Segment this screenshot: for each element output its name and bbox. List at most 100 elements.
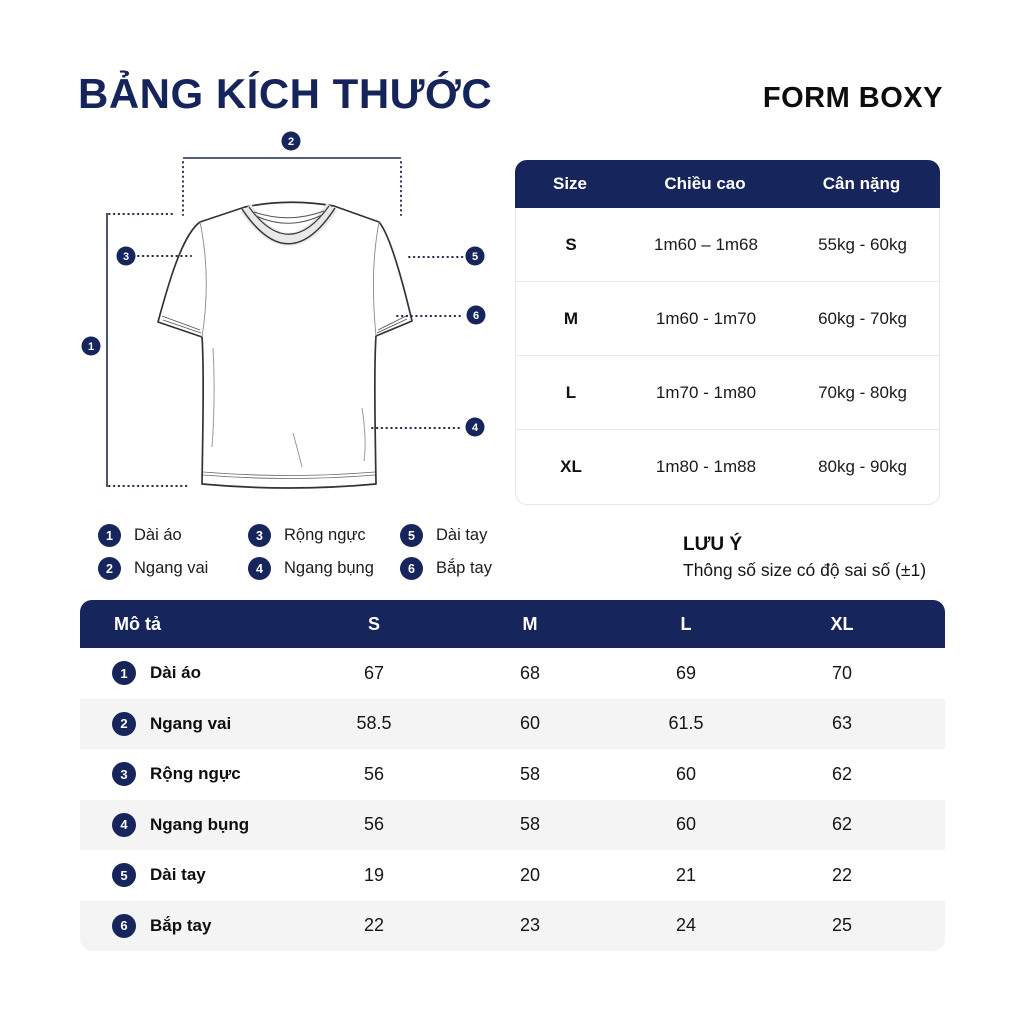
- diagram-badge-2: 2: [281, 131, 301, 151]
- legend-badge-5: 5: [400, 524, 423, 547]
- table-row: 3 Rộng ngực 56 58 60 62: [80, 749, 945, 800]
- row-desc: 5 Dài tay: [80, 863, 296, 888]
- row-label: Rộng ngực: [150, 764, 241, 784]
- diagram-badge-4: 4: [465, 417, 485, 437]
- measure-dots-length: [108, 213, 189, 487]
- legend-item-dai-ao: 1 Dài áo: [98, 519, 248, 552]
- cell-value: 62: [831, 814, 853, 835]
- legend-badge-4: 4: [248, 557, 271, 580]
- note-block: LƯU Ý Thông số size có độ sai số (±1): [683, 534, 926, 581]
- measure-table: Mô tả S M L XL 1 Dài áo 67 68 69 70 2 Ng…: [80, 600, 945, 951]
- table-row: M 1m60 - 1m70 60kg - 70kg: [516, 282, 939, 356]
- weight-value: 55kg - 60kg: [818, 234, 907, 254]
- cell-value: 58: [519, 814, 541, 835]
- svg-text:4: 4: [472, 422, 479, 434]
- height-value: 1m60 - 1m70: [655, 308, 757, 328]
- sleeve-stitch-left: [161, 315, 202, 334]
- armhole-seam-right: [372, 221, 380, 337]
- armhole-seam-left: [199, 221, 207, 338]
- row-label: Ngang vai: [150, 713, 232, 733]
- measure-header-s: S: [367, 613, 380, 634]
- cell-value: 56: [363, 814, 385, 835]
- svg-text:6: 6: [473, 310, 479, 322]
- legend-badge-6: 6: [400, 557, 423, 580]
- size-table-header-weight: Cân nặng: [822, 174, 901, 193]
- table-row: XL 1m80 - 1m88 80kg - 90kg: [516, 430, 939, 504]
- legend-item-ngang-bung: 4 Ngang bụng: [248, 552, 400, 585]
- height-value: 1m80 - 1m88: [655, 457, 757, 476]
- cell-value: 61.5: [668, 713, 704, 734]
- svg-text:3: 3: [123, 251, 129, 263]
- row-badge: 4: [112, 812, 136, 837]
- measure-dots-shoulder: [182, 161, 402, 216]
- row-badge: 6: [112, 913, 136, 938]
- legend-item-bap-tay: 6 Bắp tay: [400, 552, 492, 585]
- table-row: L 1m70 - 1m80 70kg - 80kg: [516, 356, 939, 430]
- cell-value: 70: [831, 662, 853, 683]
- legend-label: Ngang vai: [134, 559, 209, 577]
- measurement-legend: 1 Dài áo 2 Ngang vai 3 Rộng ngực 4 Ngang…: [98, 519, 492, 585]
- cell-value: 69: [675, 662, 697, 683]
- legend-label: Ngang bụng: [284, 559, 374, 577]
- diagram-badge-1: 1: [81, 336, 101, 356]
- note-title: LƯU Ý: [683, 534, 743, 555]
- size-table-header-size: Size: [552, 174, 588, 193]
- row-badge: 3: [112, 762, 136, 787]
- table-row: 1 Dài áo 67 68 69 70: [80, 648, 945, 699]
- measure-header-desc: Mô tả: [114, 613, 161, 634]
- cell-value: 68: [519, 662, 541, 683]
- hem-stitch: [202, 471, 376, 479]
- weight-value: 70kg - 80kg: [818, 382, 907, 402]
- tshirt-measurement-diagram: 1 2 3 4 5 6: [81, 131, 486, 489]
- page-title: BẢNG KÍCH THƯỚC: [78, 70, 493, 117]
- legend-badge-1: 1: [98, 524, 121, 547]
- cell-value: 60: [675, 814, 697, 835]
- diagram-badge-3: 3: [116, 246, 136, 266]
- legend-badge-2: 2: [98, 557, 121, 580]
- measure-header-xl: XL: [830, 613, 854, 634]
- row-desc: 2 Ngang vai: [80, 711, 296, 736]
- table-row: 5 Dài tay 19 20 21 22: [80, 850, 945, 901]
- svg-text:2: 2: [288, 136, 294, 148]
- legend-label: Bắp tay: [436, 559, 492, 577]
- back-collar-line-1: [253, 210, 325, 219]
- cell-value: 58.5: [356, 713, 392, 734]
- note-body: Thông số size có độ sai số (±1): [683, 560, 927, 580]
- collar-inner-edge: [248, 205, 330, 235]
- svg-text:1: 1: [88, 341, 94, 353]
- row-badge: 5: [112, 863, 136, 888]
- row-label: Bắp tay: [150, 915, 212, 935]
- weight-value: 80kg - 90kg: [818, 457, 907, 476]
- row-badge: 2: [112, 711, 136, 736]
- tshirt-outline: [157, 201, 413, 489]
- table-row: 6 Bắp tay 22 23 24 25: [80, 900, 945, 951]
- legend-label: Dài áo: [134, 526, 182, 544]
- row-desc: 1 Dài áo: [80, 661, 296, 686]
- crease-lines: [211, 347, 366, 468]
- weight-value: 60kg - 70kg: [818, 308, 907, 328]
- cell-value: 25: [831, 915, 853, 936]
- table-row: 2 Ngang vai 58.5 60 61.5 63: [80, 698, 945, 749]
- collar-outer-edge: [241, 207, 336, 245]
- cell-value: 58: [519, 763, 541, 784]
- legend-item-rong-nguc: 3 Rộng ngực: [248, 519, 400, 552]
- row-label: Dài tay: [150, 865, 206, 885]
- size-table-body: S 1m60 – 1m68 55kg - 60kg M 1m60 - 1m70 …: [515, 208, 940, 505]
- size-value: S: [565, 234, 577, 254]
- row-desc: 6 Bắp tay: [80, 913, 296, 938]
- cell-value: 62: [831, 763, 853, 784]
- row-label: Ngang bụng: [150, 814, 250, 834]
- diagram-badge-5: 5: [465, 246, 485, 266]
- cell-value: 24: [675, 915, 697, 936]
- cell-value: 60: [675, 763, 697, 784]
- height-value: 1m60 – 1m68: [654, 234, 758, 254]
- height-value: 1m70 - 1m80: [655, 382, 757, 402]
- cell-value: 20: [519, 864, 541, 885]
- cell-value: 60: [519, 713, 541, 734]
- size-table-header: Size Chiều cao Cân nặng: [515, 160, 940, 208]
- collar-band-fill: [240, 203, 338, 246]
- row-label: Dài áo: [150, 663, 202, 683]
- size-value: M: [563, 308, 579, 328]
- cell-value: 21: [675, 864, 697, 885]
- table-row: S 1m60 – 1m68 55kg - 60kg: [516, 208, 939, 282]
